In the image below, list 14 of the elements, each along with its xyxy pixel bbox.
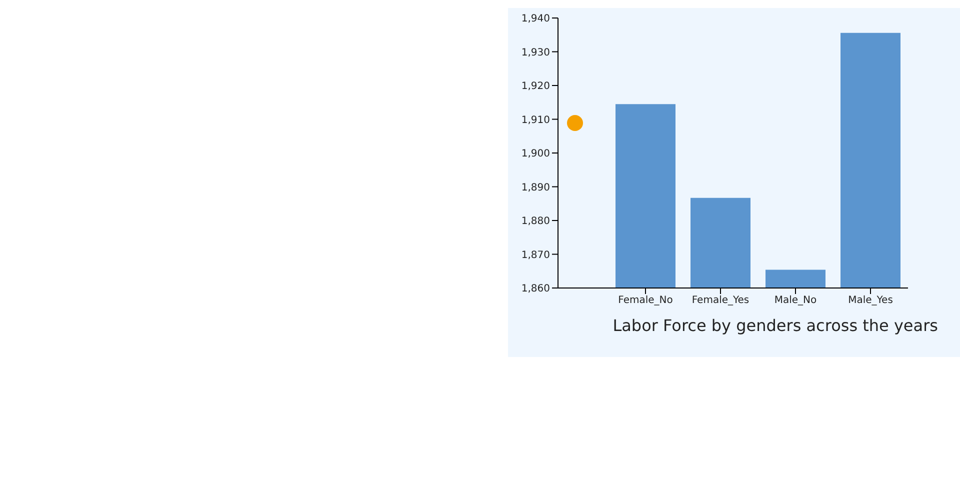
y-tick-label: 1,910 (521, 114, 550, 126)
y-tick-label: 1,920 (521, 81, 550, 92)
y-tick-label: 1,930 (521, 47, 550, 58)
x-tick-label: Male_No (774, 295, 817, 306)
x-tick-label: Female_Yes (692, 295, 750, 306)
y-tick-label: 1,880 (521, 216, 550, 228)
y-tick-label: 1,870 (521, 250, 550, 261)
y-tick-label: 1,890 (521, 182, 550, 194)
text: Labor Force by genders across the years (612, 316, 938, 335)
y-tick-label: 1,860 (521, 284, 550, 295)
x-tick-label: Female_No (618, 295, 673, 306)
y-tick-label: 1,900 (521, 148, 550, 160)
x-tick-label: Male_Yes (848, 295, 893, 306)
y-tick-label: 1,940 (521, 14, 550, 25)
